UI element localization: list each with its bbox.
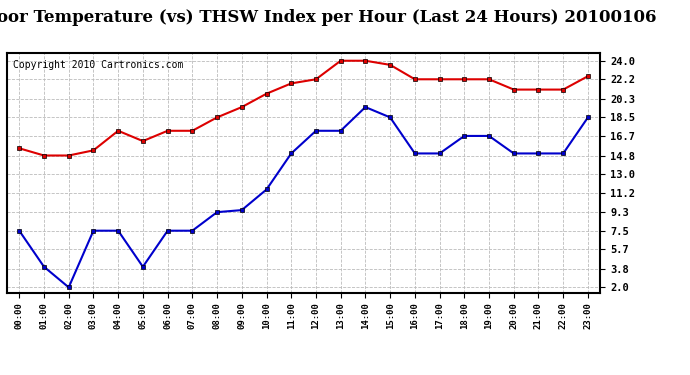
Text: Copyright 2010 Cartronics.com: Copyright 2010 Cartronics.com <box>13 60 184 70</box>
Text: Outdoor Temperature (vs) THSW Index per Hour (Last 24 Hours) 20100106: Outdoor Temperature (vs) THSW Index per … <box>0 9 656 26</box>
